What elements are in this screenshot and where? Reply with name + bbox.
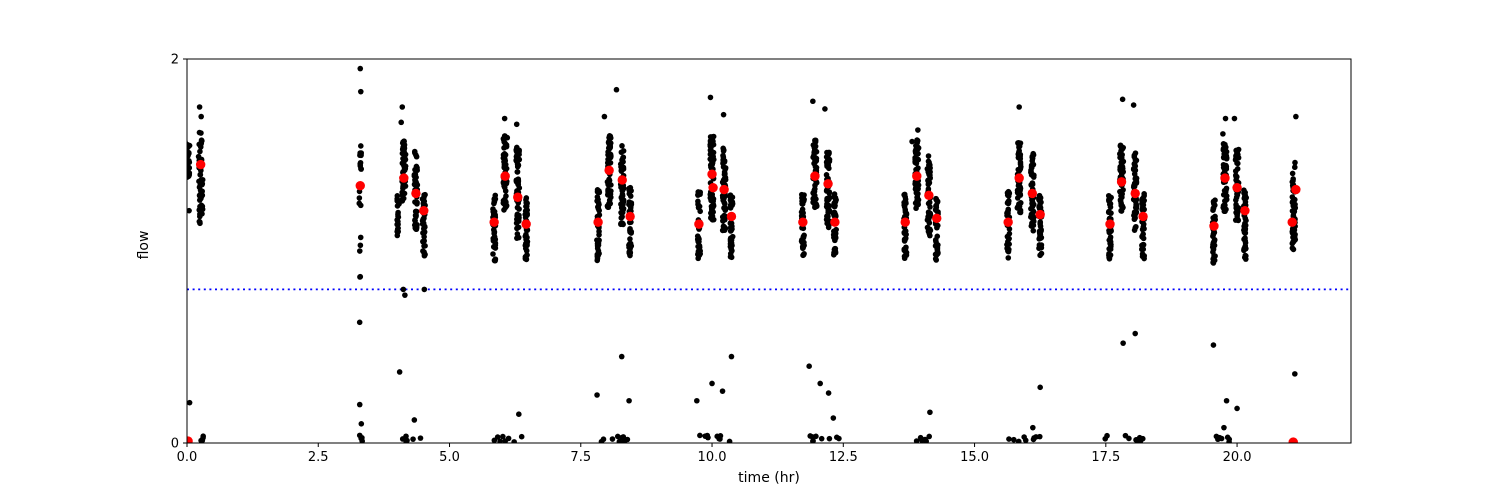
x-tick-label: 0.0 [177, 450, 198, 465]
x-tick-label: 17.5 [1091, 450, 1120, 465]
x-tick-label: 20.0 [1223, 450, 1252, 465]
x-tick-label: 10.0 [698, 450, 727, 465]
plot-area [187, 65, 1351, 443]
red-center-points [187, 159, 1301, 443]
x-axis-label: time (hr) [738, 470, 800, 486]
y-tick-label: 0 [171, 437, 179, 452]
axes-spines [186, 58, 1352, 444]
x-tick-label: 7.5 [570, 450, 591, 465]
y-tick-label: 2 [171, 53, 179, 68]
axis-ticks: 0.0 2.5 5.0 7.5 10.0 12.5 15.0 17.5 20.0 0 2 [171, 53, 1252, 466]
x-tick-label: 2.5 [308, 450, 329, 465]
black-points [187, 65, 1299, 443]
y-axis-label: flow [136, 230, 152, 260]
x-tick-label: 5.0 [439, 450, 460, 465]
x-tick-label: 15.0 [960, 450, 989, 465]
x-tick-label: 12.5 [829, 450, 858, 465]
